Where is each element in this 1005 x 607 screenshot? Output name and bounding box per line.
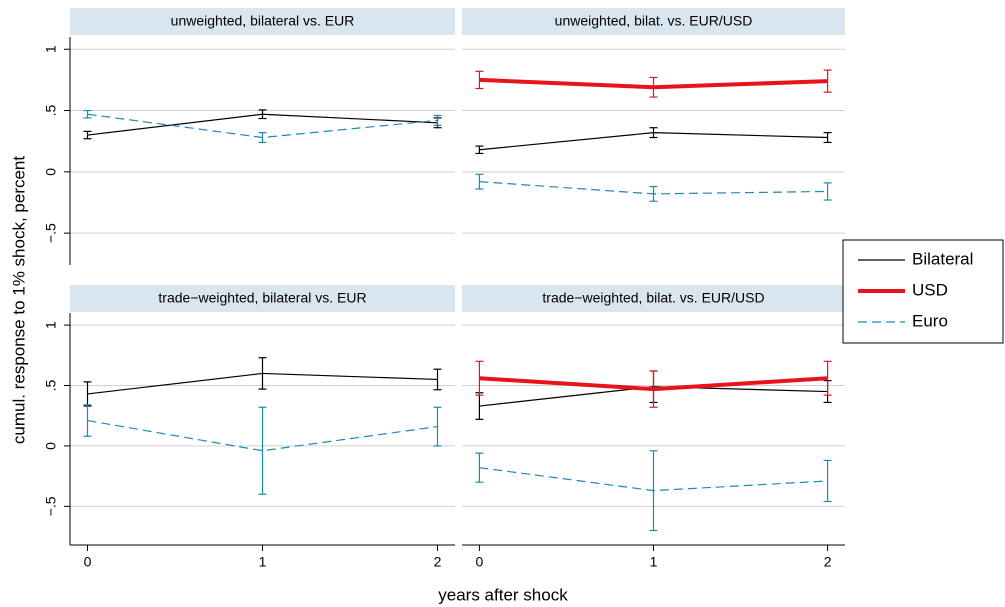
panel-title: unweighted, bilat. vs. EUR/USD — [555, 13, 753, 29]
error-bar — [823, 182, 832, 201]
y-tick-label: 1 — [43, 45, 59, 53]
error-bar — [823, 360, 832, 396]
error-bar — [649, 370, 658, 408]
error-bar — [83, 130, 92, 140]
error-bar — [649, 450, 658, 532]
error-bar — [258, 132, 267, 144]
panel-title: trade−weighted, bilat. vs. EUR/USD — [542, 290, 764, 306]
error-bar — [258, 357, 267, 390]
y-tick-label: 0 — [43, 442, 59, 450]
y-tick-label: .5 — [43, 379, 59, 391]
error-bar — [433, 114, 442, 126]
error-bar — [433, 368, 442, 391]
error-bar — [475, 145, 484, 155]
error-bar — [433, 406, 442, 447]
error-bar — [258, 109, 267, 120]
legend-label: Bilateral — [912, 249, 973, 268]
y-tick-label: 0 — [43, 168, 59, 176]
x-tick-label: 1 — [650, 554, 658, 570]
error-bar — [823, 459, 832, 503]
x-tick-label: 0 — [476, 554, 484, 570]
error-bar — [83, 404, 92, 437]
error-bar — [649, 185, 658, 202]
y-tick-label: .5 — [43, 105, 59, 117]
x-tick-label: 2 — [434, 554, 442, 570]
x-tick-label: 0 — [84, 554, 92, 570]
legend-label: Euro — [912, 311, 948, 330]
panel-title: unweighted, bilateral vs. EUR — [171, 13, 355, 29]
panel-header — [462, 8, 845, 35]
panel-header — [70, 285, 455, 312]
error-bar — [475, 452, 484, 483]
error-bar — [649, 76, 658, 98]
error-bar — [475, 360, 484, 396]
x-tick-label: 1 — [259, 554, 267, 570]
panel-title: trade−weighted, bilateral vs. EUR — [158, 290, 366, 306]
y-axis-label: cumul. response to 1% shock, percent — [9, 156, 28, 444]
error-bar — [475, 173, 484, 190]
error-bar — [258, 406, 267, 495]
error-bar — [475, 70, 484, 90]
y-tick-label: −.5 — [43, 223, 59, 243]
y-tick-label: −.5 — [43, 496, 59, 516]
legend-label: USD — [912, 280, 948, 299]
x-tick-label: 2 — [824, 554, 832, 570]
panel-header — [70, 8, 455, 35]
error-bar — [83, 109, 92, 119]
y-tick-label: 1 — [43, 321, 59, 329]
panel-header — [462, 285, 845, 312]
x-axis-label: years after shock — [438, 585, 568, 604]
error-bar — [823, 132, 832, 144]
error-bar — [823, 69, 832, 93]
series-line — [87, 419, 438, 452]
error-bar — [649, 127, 658, 139]
